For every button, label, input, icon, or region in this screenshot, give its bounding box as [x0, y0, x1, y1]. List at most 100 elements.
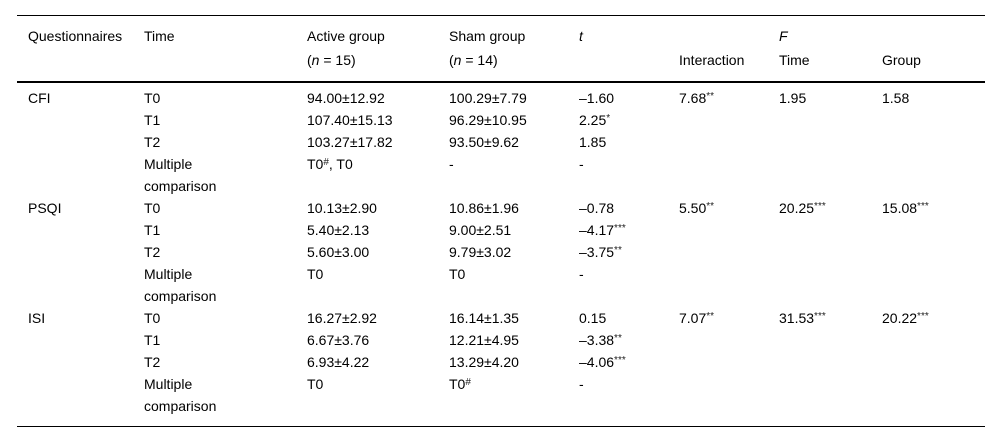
cell-sham-group: 100.29±7.79: [449, 90, 527, 106]
cell-f-time: 20.25***: [779, 200, 826, 216]
cell-sham-group: T0#: [449, 376, 471, 392]
cell-f-interaction: [679, 109, 779, 131]
cell-f-interaction: [679, 131, 779, 153]
col-header-active-n: (n = 15): [307, 52, 356, 68]
cell-f-interaction: [679, 329, 779, 351]
table-row: T2 5.60±3.00 9.79±3.02 –3.75**: [17, 241, 985, 263]
table-header: Questionnaires Time Active group Sham gr…: [17, 16, 985, 82]
cell-time: Multiple comparison: [144, 266, 217, 304]
col-header-t: t: [579, 28, 583, 44]
col-header-f-interaction: Interaction: [679, 52, 745, 68]
table-row: T1 5.40±2.13 9.00±2.51 –4.17***: [17, 219, 985, 241]
paper-table-container: Questionnaires Time Active group Sham gr…: [17, 15, 985, 427]
cell-f-group: 1.58: [882, 90, 910, 106]
cell-f-time: [779, 131, 882, 153]
cell-time: T0: [144, 90, 161, 106]
col-header-time-sub: [144, 48, 307, 82]
table-row: CFI T0 94.00±12.92 100.29±7.79 –1.60 7.68** 1.…: [17, 82, 985, 109]
col-header-f-time: Time: [779, 52, 810, 68]
questionnaire-stats-table: Questionnaires Time Active group Sham gr…: [17, 15, 985, 427]
cell-f-group: [882, 351, 985, 373]
cell-sham-group: 16.14±1.35: [449, 310, 519, 326]
cell-t-value: -: [579, 266, 584, 282]
cell-active-group: 16.27±2.92: [307, 310, 377, 326]
cell-questionnaire: CFI: [28, 90, 51, 106]
cell-t-value: –4.17***: [579, 222, 626, 238]
cell-sham-group: 9.00±2.51: [449, 222, 512, 238]
table-row: ISI T0 16.27±2.92 16.14±1.35 0.15 7.07** 31.53…: [17, 307, 985, 329]
cell-f-time: [779, 109, 882, 131]
cell-f-group: [882, 109, 985, 131]
cell-time: T1: [144, 222, 161, 238]
cell-f-interaction: 5.50**: [679, 200, 715, 216]
cell-active-group: 10.13±2.90: [307, 200, 377, 216]
cell-t-value: 0.15: [579, 310, 607, 326]
cell-time: Multiple comparison: [144, 156, 217, 194]
cell-sham-group: 96.29±10.95: [449, 112, 527, 128]
cell-time: T0: [144, 310, 161, 326]
cell-f-group: [882, 373, 985, 427]
cell-f-group: [882, 131, 985, 153]
cell-active-group: T0#, T0: [307, 156, 353, 172]
header-row-2: (n = 15) (n = 14) Interaction Time Group: [17, 48, 985, 82]
cell-time: Multiple comparison: [144, 376, 217, 414]
col-header-sham-n: (n = 14): [449, 52, 498, 68]
cell-time: T0: [144, 200, 161, 216]
cell-questionnaire: ISI: [28, 310, 46, 326]
cell-f-group: [882, 241, 985, 263]
col-header-active-group: Active group: [307, 28, 385, 44]
cell-time: T2: [144, 244, 161, 260]
cell-f-time: [779, 351, 882, 373]
col-header-questionnaires: Questionnaires: [28, 28, 123, 44]
cell-f-interaction: [679, 351, 779, 373]
cell-active-group: 107.40±15.13: [307, 112, 393, 128]
header-row-1: Questionnaires Time Active group Sham gr…: [17, 16, 985, 49]
cell-time: T2: [144, 134, 161, 150]
cell-f-time: [779, 263, 882, 307]
cell-f-group: [882, 153, 985, 197]
cell-active-group: T0: [307, 266, 324, 282]
cell-active-group: 6.67±3.76: [307, 332, 370, 348]
table-row: T1 6.67±3.76 12.21±4.95 –3.38**: [17, 329, 985, 351]
cell-f-interaction: [679, 263, 779, 307]
cell-f-interaction: 7.07**: [679, 310, 715, 326]
table-row: T1 107.40±15.13 96.29±10.95 2.25*: [17, 109, 985, 131]
col-header-sham-group: Sham group: [449, 28, 526, 44]
cell-questionnaire: PSQI: [28, 200, 62, 216]
cell-f-time: [779, 219, 882, 241]
cell-active-group: 5.60±3.00: [307, 244, 370, 260]
cell-t-value: -: [579, 156, 584, 172]
cell-active-group: 6.93±4.22: [307, 354, 370, 370]
cell-active-group: 94.00±12.92: [307, 90, 385, 106]
col-header-f: F: [779, 28, 788, 44]
cell-t-value: –3.38**: [579, 332, 622, 348]
cell-active-group: 5.40±2.13: [307, 222, 370, 238]
col-header-time: Time: [144, 28, 175, 44]
cell-active-group: T0: [307, 376, 324, 392]
col-header-questionnaires-sub: [17, 48, 144, 82]
cell-f-time: [779, 153, 882, 197]
cell-sham-group: 10.86±1.96: [449, 200, 519, 216]
col-header-group-top: [882, 16, 985, 49]
cell-f-interaction: [679, 219, 779, 241]
cell-active-group: 103.27±17.82: [307, 134, 393, 150]
cell-f-time: [779, 329, 882, 351]
table-body: CFI T0 94.00±12.92 100.29±7.79 –1.60 7.68** 1.…: [17, 82, 985, 427]
cell-t-value: 1.85: [579, 134, 607, 150]
col-header-f-group: Group: [882, 52, 921, 68]
cell-t-value: –4.06***: [579, 354, 626, 370]
table-row: Multiple comparison T0 T0# -: [17, 373, 985, 427]
cell-f-time: 1.95: [779, 90, 807, 106]
col-header-interaction-top: [679, 16, 779, 49]
cell-time: T2: [144, 354, 161, 370]
cell-f-time: [779, 241, 882, 263]
table-row: T2 6.93±4.22 13.29±4.20 –4.06***: [17, 351, 985, 373]
cell-f-interaction: [679, 373, 779, 427]
cell-f-group: [882, 329, 985, 351]
cell-f-group: 20.22***: [882, 310, 929, 326]
cell-t-value: –0.78: [579, 200, 615, 216]
cell-sham-group: -: [449, 156, 454, 172]
cell-sham-group: 93.50±9.62: [449, 134, 519, 150]
cell-t-value: -: [579, 376, 584, 392]
col-header-t-sub: [579, 48, 679, 82]
